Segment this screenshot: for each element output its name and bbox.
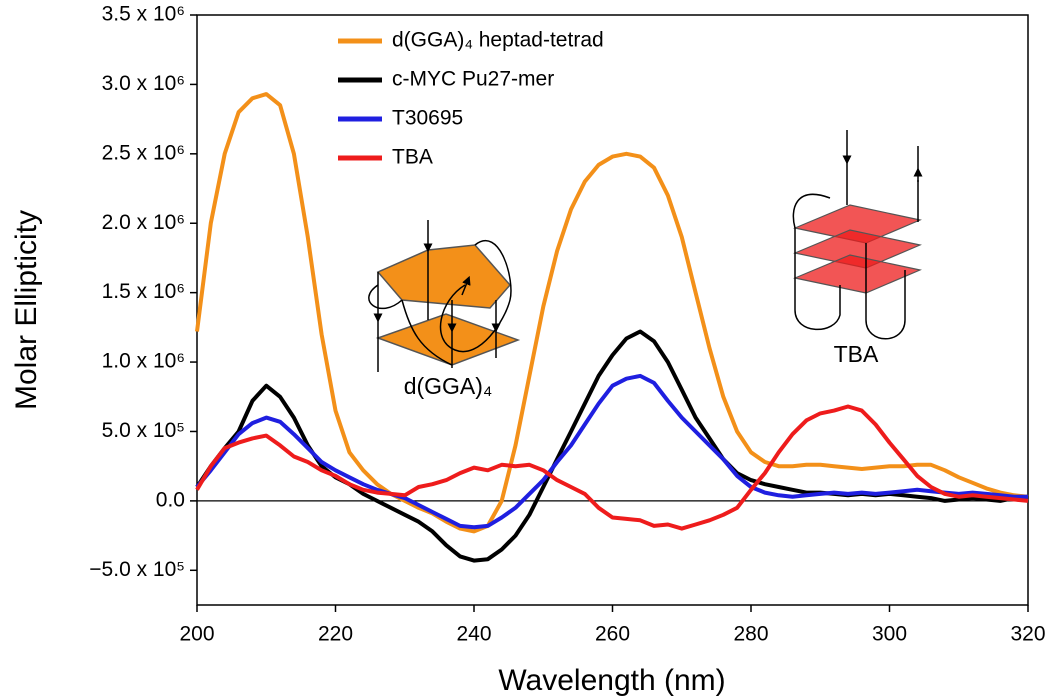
y-tick-label: 5.0 x 10⁵	[102, 419, 185, 442]
series-line	[195, 92, 1029, 534]
y-axis-label: Molar Ellipticity	[10, 210, 43, 410]
x-tick-label: 220	[318, 623, 353, 646]
series-line	[195, 373, 1028, 530]
y-tick-label: 3.0 x 10⁶	[102, 72, 185, 95]
y-tick-label: 2.5 x 10⁶	[102, 141, 185, 164]
y-tick-label: 0.0	[156, 488, 185, 511]
y-tick-label: 1.5 x 10⁶	[102, 280, 185, 303]
annotation: TBA	[834, 341, 879, 367]
x-tick-label: 200	[179, 623, 214, 646]
x-tick-label: 240	[456, 623, 491, 646]
x-tick-label: 300	[872, 623, 907, 646]
y-tick-label: 3.5 x 10⁶	[102, 3, 185, 26]
x-tick-label: 260	[595, 623, 630, 646]
y-tick-label: 1.0 x 10⁶	[102, 350, 185, 373]
legend-label: c-MYC Pu27-mer	[392, 68, 554, 91]
y-tick-label: 2.0 x 10⁶	[102, 211, 185, 234]
ggga-diagram	[368, 220, 521, 372]
legend-label: d(GGA)₄ heptad-tetrad	[392, 29, 604, 52]
legend-label: T30695	[392, 107, 463, 130]
tba-diagram	[792, 130, 923, 340]
series-line	[195, 404, 1029, 531]
y-tick-label: −5.0 x 10⁵	[89, 558, 185, 581]
legend-label: TBA	[392, 146, 433, 169]
x-tick-label: 320	[1010, 623, 1045, 646]
x-tick-label: 280	[733, 623, 768, 646]
series-line	[195, 329, 1029, 563]
x-axis-label: Wavelength (nm)	[498, 664, 725, 697]
annotation: d(GGA)₄	[404, 373, 493, 399]
